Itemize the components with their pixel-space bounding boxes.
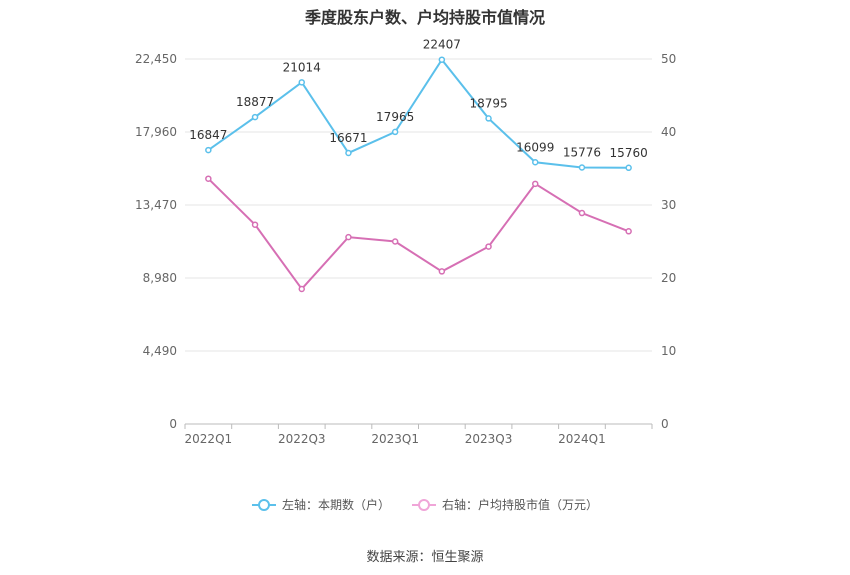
- right-axis-tick-label: 50: [661, 52, 676, 66]
- data-labels: 16847 18877 21014 16671 17965 22407 18795 16099…: [189, 38, 647, 160]
- legend-label-avg-value: 右轴：户均持股市值（万元）: [442, 498, 599, 512]
- x-axis-tick-label: 2023Q3: [465, 432, 513, 446]
- x-axis-tick-label: 2024Q1: [558, 432, 606, 446]
- data-point-households: [438, 56, 446, 63]
- data-point-avg-value: [438, 268, 446, 275]
- right-axis-tick-label: 0: [661, 417, 669, 431]
- legend-label-households: 左轴：本期数（户）: [281, 498, 390, 512]
- left-axis-tick-label: 22,450: [135, 52, 177, 66]
- legend: 左轴：本期数（户） 右轴：户均持股市值（万元）: [0, 496, 850, 513]
- data-label-households: 21014: [283, 60, 321, 74]
- data-point-households: [485, 115, 492, 122]
- data-point-avg-value: [345, 233, 352, 241]
- series-lines: [205, 56, 632, 293]
- data-point-households: [205, 146, 212, 154]
- chart-title: 季度股东户数、户均持股市值情况: [304, 8, 545, 27]
- data-point-avg-value: [298, 285, 305, 293]
- left-axis-tick-label: 13,470: [135, 198, 177, 212]
- data-point-avg-value: [391, 238, 399, 245]
- data-point-avg-value: [205, 175, 212, 182]
- data-point-households: [625, 164, 632, 172]
- data-label-households: 15760: [610, 146, 648, 160]
- right-axis-tick-label: 40: [661, 125, 676, 139]
- data-label-households: 18877: [236, 95, 274, 109]
- data-label-households: 17965: [376, 110, 414, 124]
- x-axis-tick-label: 2022Q3: [278, 432, 326, 446]
- right-axis-tick-label: 30: [661, 198, 676, 212]
- legend-marker-households: [251, 498, 276, 511]
- left-axis-tick-label: 17,960: [135, 125, 177, 139]
- data-point-avg-value: [578, 209, 586, 217]
- data-point-avg-value: [485, 243, 492, 250]
- data-point-households: [251, 113, 259, 121]
- data-point-avg-value: [532, 180, 539, 188]
- data-point-avg-value: [251, 221, 259, 228]
- data-label-households: 16847: [189, 128, 227, 142]
- right-axis-tick-label: 20: [661, 271, 676, 285]
- data-source: 数据来源：恒生聚源: [366, 550, 484, 565]
- data-point-households: [298, 79, 305, 86]
- left-axis-tick-label: 0: [169, 417, 177, 431]
- series-line-households: [207, 57, 629, 169]
- data-point-households: [532, 159, 539, 166]
- axes: 0 4,490 8,980 13,470 17,960 22,450 0 10 20 30 40 50…: [135, 52, 676, 446]
- legend-item-households[interactable]: 左轴：本期数（户）: [251, 496, 390, 513]
- grid-lines: [185, 58, 652, 425]
- left-axis-tick-label: 4,490: [143, 344, 177, 358]
- legend-marker-avg-value: [412, 498, 436, 511]
- x-axis-tick-label: 2022Q1: [185, 432, 233, 446]
- legend-item-avg-value[interactable]: 右轴：户均持股市值（万元）: [412, 496, 598, 513]
- data-label-households: 22407: [423, 38, 461, 52]
- data-point-households: [345, 149, 352, 157]
- left-axis-tick-label: 8,980: [143, 271, 177, 285]
- data-label-households: 15776: [563, 146, 601, 160]
- data-point-households: [578, 164, 586, 171]
- x-axis-tick-label: 2023Q1: [371, 432, 419, 446]
- data-point-avg-value: [625, 228, 632, 235]
- right-axis-tick-label: 10: [661, 344, 676, 358]
- series-line-avg-value: [207, 178, 630, 291]
- data-label-households: 18795: [469, 96, 507, 110]
- data-point-households: [391, 128, 399, 136]
- data-label-households: 16671: [329, 131, 367, 145]
- line-chart: 0 4,490 8,980 13,470 17,960 22,450 0 10 20 30 40 50…: [135, 38, 676, 446]
- data-label-households: 16099: [516, 140, 554, 154]
